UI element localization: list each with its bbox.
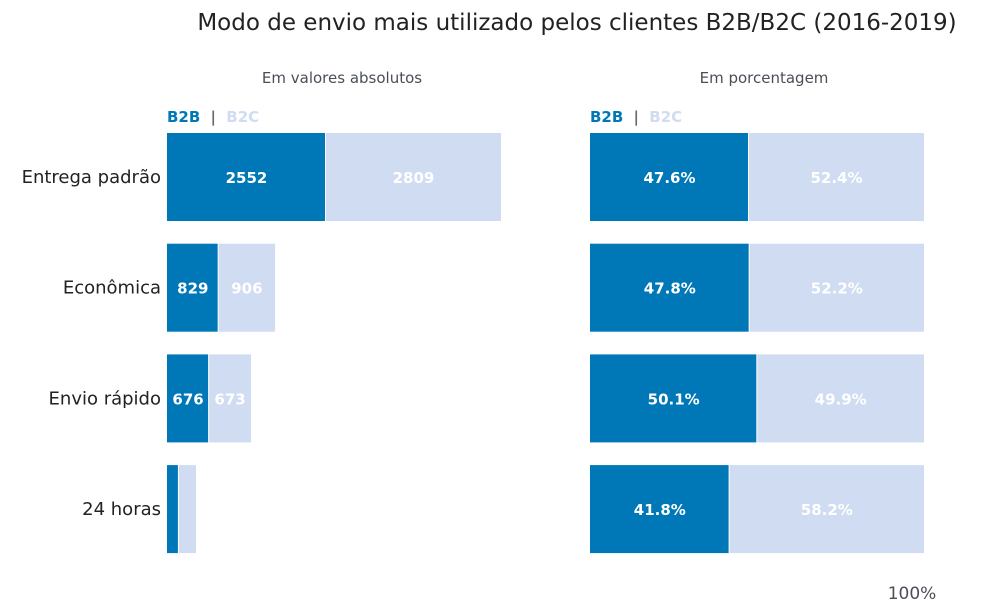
right-legend: B2B | B2C [590, 108, 682, 127]
right-bar-b2b-label: 41.8% [634, 501, 686, 519]
right-bar-b2b [590, 465, 729, 554]
left-bar-b2c-label: 906 [231, 280, 262, 298]
left-bar-b2c [178, 465, 196, 554]
right-bar-b2b-label: 47.6% [643, 169, 695, 187]
left-panel-bars: 2552 2809 829 906 676 673 [167, 133, 501, 554]
left-bar-b2b-label: 2552 [226, 169, 268, 187]
category-label: Envio rápido [49, 388, 161, 409]
category-label: Entrega padrão [22, 167, 161, 188]
left-legend-b2c: B2C [226, 108, 259, 126]
category-label: 24 horas [82, 499, 161, 520]
right-bar-b2b-label: 47.8% [644, 280, 696, 298]
right-bar-b2c-label: 58.2% [801, 501, 853, 519]
left-legend-b2b: B2B [167, 108, 200, 126]
right-panel-subtitle: Em porcentagem [700, 69, 829, 87]
left-bar-b2c [209, 354, 252, 443]
percent-axis-label: 100% [888, 584, 937, 604]
left-bar-b2c-label: 673 [214, 390, 245, 408]
right-legend-separator: | [634, 108, 639, 127]
left-bar-b2b [167, 354, 209, 443]
left-legend: B2B | B2C [167, 108, 259, 127]
right-bar-b2b-label: 50.1% [648, 390, 700, 408]
left-bar-b2c-label: 2809 [393, 169, 435, 187]
right-bar-b2b [590, 354, 757, 443]
right-bar-b2c [757, 354, 924, 443]
left-bar-b2c [218, 243, 276, 332]
right-legend-b2b: B2B [590, 108, 623, 126]
left-panel-subtitle: Em valores absolutos [262, 69, 422, 87]
right-bar-b2c-label: 52.2% [811, 280, 863, 298]
right-bar-b2b [590, 133, 748, 221]
chart-title: Modo de envio mais utilizado pelos clien… [197, 10, 956, 36]
left-bar-b2b-label: 829 [177, 280, 208, 298]
right-bar-b2c [729, 465, 924, 554]
category-label: Econômica [63, 278, 161, 299]
left-bar-b2b [167, 243, 218, 332]
right-bar-b2b [590, 243, 749, 332]
right-panel-bars: 47.6% 52.4% 47.8% 52.2% 50.1% 49.9% 41.8% 58.2% [590, 133, 924, 554]
category-labels: Entrega padrão Econômica Envio rápido 24 ho… [22, 167, 161, 520]
left-bar-b2b [167, 465, 178, 554]
right-bar-b2c [749, 243, 924, 332]
left-legend-separator: | [211, 108, 216, 127]
left-bar-b2b-label: 676 [172, 390, 203, 408]
right-bar-b2c-label: 49.9% [815, 390, 867, 408]
right-legend-b2c: B2C [649, 108, 682, 126]
left-bar-b2b [167, 133, 325, 221]
right-bar-b2c [748, 133, 924, 221]
left-bar-b2c [325, 133, 501, 221]
right-bar-b2c-label: 52.4% [810, 169, 862, 187]
